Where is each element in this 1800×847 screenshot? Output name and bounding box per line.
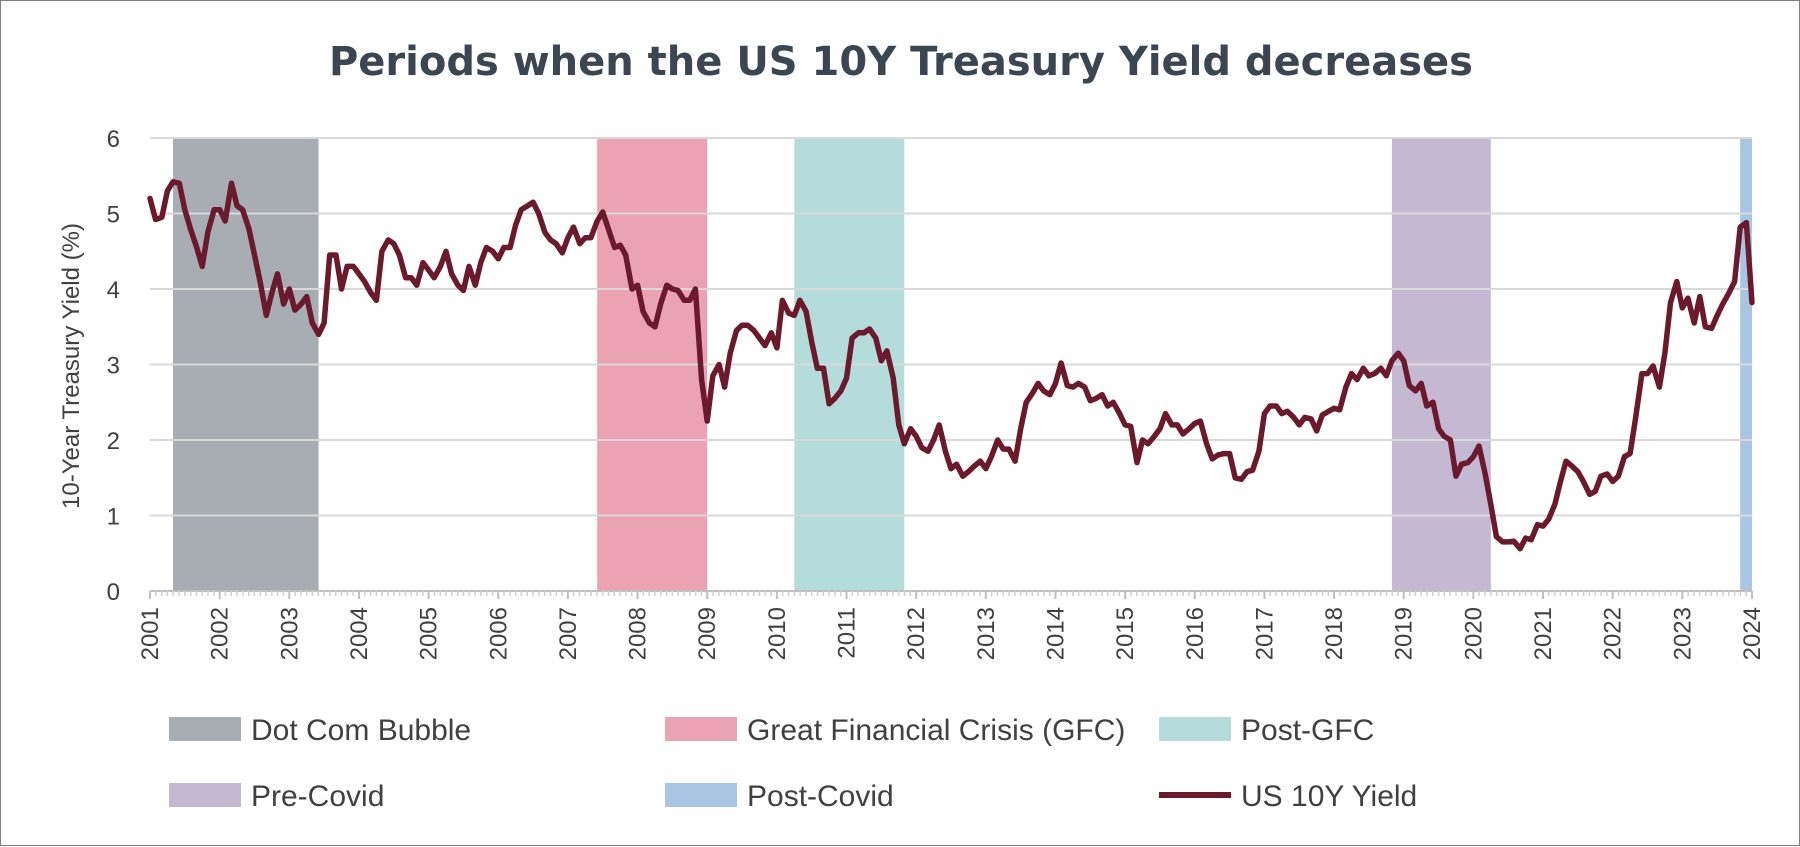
legend: Dot Com Bubble Great Financial Crisis (GF… xyxy=(169,714,1417,813)
legend-item-4: Post-Covid xyxy=(665,780,894,813)
series-layer xyxy=(147,179,1755,552)
x-tick-label-7: 2008 xyxy=(625,607,652,660)
x-tick-label-23: 2024 xyxy=(1739,607,1766,660)
legend-item-0: Dot Com Bubble xyxy=(169,714,471,747)
y-tick-label-6: 6 xyxy=(107,126,120,153)
x-tick-label-10: 2011 xyxy=(834,607,861,659)
legend-label-5: US 10Y Yield xyxy=(1241,780,1417,813)
legend-item-2: Post-GFC xyxy=(1159,714,1374,747)
x-tick-label-11: 2012 xyxy=(903,607,930,660)
x-tick-label-0: 2001 xyxy=(137,607,164,660)
axes: 0 1 2 3 4 5 6 2001 2002 2003 2004 2005 2006 2007 2008 2… xyxy=(107,126,1766,660)
y-tick-label-4: 4 xyxy=(107,277,120,304)
y-tick-label-3: 3 xyxy=(107,353,120,380)
x-tick-label-21: 2022 xyxy=(1600,607,1627,660)
y-tick-label-1: 1 xyxy=(107,504,120,531)
legend-swatch-4 xyxy=(665,783,737,807)
chart-title: Periods when the US 10Y Treasury Yield d… xyxy=(329,39,1473,85)
series-line-0 xyxy=(147,179,1755,552)
legend-label-3: Pre-Covid xyxy=(251,780,384,813)
legend-label-1: Great Financial Crisis (GFC) xyxy=(747,714,1125,747)
y-axis-title: 10-Year Treasury Yield (%) xyxy=(58,223,85,509)
x-tick-label-4: 2005 xyxy=(416,607,443,660)
x-tick-label-19: 2020 xyxy=(1460,607,1487,660)
legend-item-5: US 10Y Yield xyxy=(1159,780,1417,813)
x-tick-label-12: 2013 xyxy=(973,607,1000,660)
y-tick-label-0: 0 xyxy=(107,579,120,606)
x-tick-label-20: 2021 xyxy=(1530,607,1557,660)
x-tick-label-8: 2009 xyxy=(694,607,721,660)
x-tick-label-22: 2023 xyxy=(1669,607,1696,660)
legend-swatch-0 xyxy=(169,717,241,741)
y-tick-label-2: 2 xyxy=(107,428,120,455)
x-tick-label-3: 2004 xyxy=(346,607,373,660)
x-tick-label-6: 2007 xyxy=(555,607,582,660)
legend-swatch-2 xyxy=(1159,717,1231,741)
x-tick-label-13: 2014 xyxy=(1042,607,1069,660)
legend-item-1: Great Financial Crisis (GFC) xyxy=(665,714,1125,747)
x-tick-label-14: 2015 xyxy=(1112,607,1139,660)
y-tick-label-5: 5 xyxy=(107,202,120,229)
gridlines xyxy=(150,137,1752,517)
x-tick-label-1: 2002 xyxy=(207,607,234,660)
legend-label-2: Post-GFC xyxy=(1241,714,1374,747)
x-tick-label-5: 2006 xyxy=(485,607,512,660)
x-tick-label-17: 2018 xyxy=(1321,607,1348,660)
legend-item-3: Pre-Covid xyxy=(169,780,384,813)
legend-swatch-1 xyxy=(665,717,737,741)
x-tick-label-9: 2010 xyxy=(764,607,791,660)
x-tick-label-18: 2019 xyxy=(1391,607,1418,660)
legend-swatch-3 xyxy=(169,783,241,807)
x-tick-label-2: 2003 xyxy=(276,607,303,660)
x-minor-ticks xyxy=(155,591,1747,596)
x-tick-label-15: 2016 xyxy=(1182,607,1209,660)
legend-label-4: Post-Covid xyxy=(747,780,894,813)
x-tick-label-16: 2017 xyxy=(1251,607,1278,660)
legend-label-0: Dot Com Bubble xyxy=(251,714,471,747)
